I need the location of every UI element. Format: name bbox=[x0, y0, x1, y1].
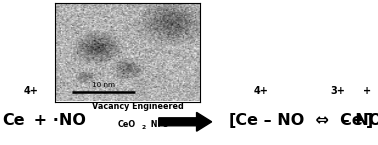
Text: 4+: 4+ bbox=[253, 86, 268, 96]
Text: NPs: NPs bbox=[148, 120, 168, 129]
Text: – NO: – NO bbox=[336, 113, 378, 128]
Text: Ce: Ce bbox=[2, 113, 25, 128]
Text: 2: 2 bbox=[142, 125, 146, 130]
Text: – NO  ⇔  Ce: – NO ⇔ Ce bbox=[258, 113, 363, 128]
Text: 4+: 4+ bbox=[24, 86, 39, 96]
Text: +: + bbox=[363, 86, 371, 96]
FancyArrow shape bbox=[159, 112, 212, 131]
Text: ]: ] bbox=[366, 113, 373, 128]
Text: [Ce: [Ce bbox=[229, 113, 259, 128]
Text: + ·NO: + ·NO bbox=[28, 113, 85, 128]
Text: CeO: CeO bbox=[117, 120, 135, 129]
Text: 3+: 3+ bbox=[331, 86, 345, 96]
Text: 10 nm: 10 nm bbox=[92, 82, 115, 88]
Text: Vacancy Engineered: Vacancy Engineered bbox=[92, 102, 184, 111]
